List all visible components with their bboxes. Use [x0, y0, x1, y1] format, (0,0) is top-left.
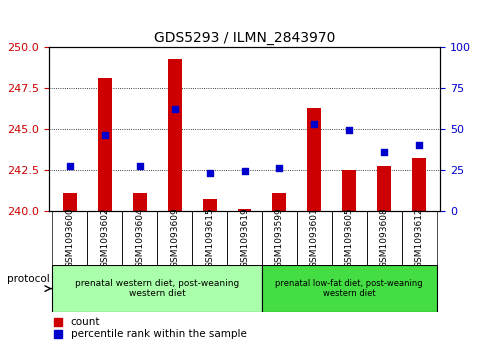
Point [66, 164, 74, 170]
Text: GSM1093599: GSM1093599 [274, 207, 284, 268]
Legend: count, percentile rank within the sample: count, percentile rank within the sample [54, 317, 246, 339]
Bar [202, 199, 216, 211]
Text: GSM1093608: GSM1093608 [379, 207, 388, 268]
Text: GSM1093600: GSM1093600 [65, 207, 74, 268]
Bar [132, 193, 146, 211]
Point [170, 106, 178, 112]
Bar [237, 209, 251, 211]
Text: GSM1093619: GSM1093619 [240, 207, 248, 268]
Text: GSM1093602: GSM1093602 [100, 207, 109, 268]
Text: GSM1093601: GSM1093601 [309, 207, 318, 268]
Point [240, 168, 248, 174]
Point [414, 142, 422, 148]
Bar [262, 265, 436, 312]
Point [310, 121, 318, 127]
Bar [63, 193, 77, 211]
Text: GSM1093612: GSM1093612 [414, 207, 423, 268]
Point [205, 170, 213, 176]
Bar [376, 167, 390, 211]
Bar [272, 193, 286, 211]
Text: GSM1093604: GSM1093604 [135, 207, 144, 268]
Bar [307, 108, 321, 211]
Bar [98, 78, 112, 211]
Bar [342, 170, 356, 211]
Text: GSM1093605: GSM1093605 [344, 207, 353, 268]
Text: prenatal western diet, post-weaning
western diet: prenatal western diet, post-weaning west… [75, 279, 239, 298]
Point [275, 165, 283, 171]
Text: GSM1093609: GSM1093609 [170, 207, 179, 268]
Bar [167, 59, 181, 211]
Bar [52, 265, 262, 312]
Point [101, 132, 108, 138]
Point [345, 128, 352, 134]
Text: GSM1093615: GSM1093615 [204, 207, 214, 268]
Point [136, 164, 143, 170]
Point [380, 149, 387, 155]
Text: protocol: protocol [7, 274, 49, 284]
Title: GDS5293 / ILMN_2843970: GDS5293 / ILMN_2843970 [154, 31, 334, 45]
Bar [411, 158, 425, 211]
Text: prenatal low-fat diet, post-weaning
western diet: prenatal low-fat diet, post-weaning west… [275, 279, 422, 298]
